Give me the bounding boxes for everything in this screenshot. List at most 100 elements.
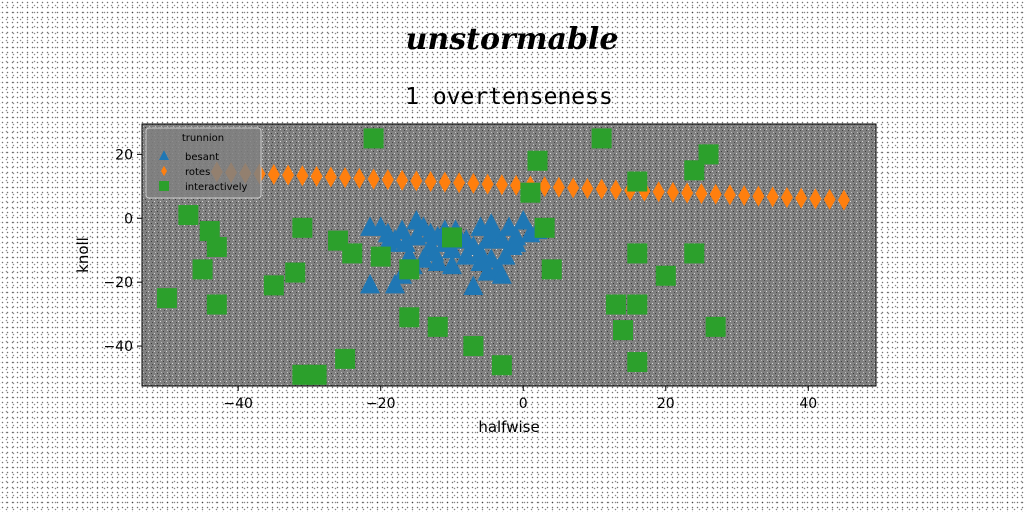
point-interactively [206, 237, 227, 258]
point-interactively [292, 217, 313, 238]
x-tick-label: −40 [223, 396, 253, 412]
point-rotes [766, 186, 779, 208]
x-tick-label: 40 [799, 396, 817, 412]
point-besant [491, 264, 512, 284]
point-besant [441, 254, 462, 275]
point-interactively [342, 243, 363, 264]
point-besant [406, 225, 427, 246]
point-besant [360, 273, 381, 294]
data-marks [156, 128, 850, 385]
point-interactively [527, 150, 548, 171]
point-besant [495, 245, 516, 265]
point-rotes [453, 172, 466, 194]
point-rotes [481, 173, 494, 195]
point-interactively [427, 316, 448, 337]
point-interactively [192, 259, 213, 280]
legend-box [145, 127, 262, 199]
point-rotes [795, 187, 808, 209]
point-interactively [263, 275, 284, 296]
point-interactively [363, 128, 384, 149]
point-rotes [438, 171, 451, 193]
point-rotes [396, 169, 409, 191]
point-rotes [538, 176, 551, 198]
point-rotes [609, 179, 622, 201]
point-rotes [339, 167, 352, 189]
point-rotes [581, 178, 594, 200]
point-interactively [441, 227, 462, 248]
point-rotes [282, 164, 295, 186]
point-rotes [752, 185, 765, 207]
point-interactively [370, 246, 391, 267]
point-interactively [541, 259, 562, 280]
point-interactively [655, 265, 676, 286]
point-rotes [495, 174, 508, 196]
point-interactively [520, 182, 541, 203]
y-axis-label: knoll [74, 237, 92, 273]
point-interactively [306, 364, 327, 385]
point-rotes [723, 184, 736, 206]
point-interactively [698, 144, 719, 165]
point-besant [392, 219, 413, 240]
point-besant [424, 241, 445, 262]
point-interactively [335, 348, 356, 369]
point-rotes [296, 165, 309, 187]
legend-label-besant: besant [185, 152, 219, 163]
point-rotes [467, 172, 480, 194]
point-interactively [591, 128, 612, 149]
y-tick-label: −40 [103, 339, 133, 355]
point-rotes [381, 169, 394, 191]
legend-marker-besant [159, 150, 169, 160]
point-besant [463, 275, 484, 295]
y-tick-label: 0 [124, 211, 133, 227]
point-rotes [681, 182, 694, 204]
point-rotes [695, 183, 708, 205]
point-besant [470, 216, 491, 236]
point-rotes [353, 167, 366, 189]
point-rotes [823, 188, 836, 210]
point-rotes [267, 163, 280, 185]
point-interactively [399, 307, 420, 328]
point-interactively [534, 217, 555, 238]
point-besant [441, 238, 462, 259]
point-rotes [709, 183, 722, 205]
point-interactively [705, 316, 726, 337]
chart-title: 1 overtenseness [405, 84, 613, 110]
point-besant [384, 273, 405, 294]
point-rotes [652, 181, 665, 203]
point-besant [395, 232, 416, 252]
point-rotes [837, 189, 850, 211]
point-besant [506, 232, 527, 252]
point-interactively [156, 288, 177, 309]
legend-title: trunnion [182, 133, 224, 144]
point-rotes [567, 177, 580, 199]
point-besant [513, 209, 534, 230]
point-rotes [666, 181, 679, 203]
legend-label-interactively: interactively [185, 182, 247, 193]
point-interactively [627, 171, 648, 192]
point-interactively [399, 259, 420, 280]
x-axis-label: halfwise [478, 418, 539, 436]
x-tick-label: −20 [366, 396, 396, 412]
point-interactively [627, 294, 648, 315]
legend: trunnion besant rotes interactively [145, 127, 262, 199]
point-rotes [367, 168, 380, 190]
point-rotes [310, 165, 323, 187]
legend-marker-interactively [159, 181, 169, 191]
figure-suptitle: unstormable [405, 22, 619, 57]
point-interactively [206, 294, 227, 315]
point-rotes [780, 186, 793, 208]
point-rotes [595, 178, 608, 200]
point-besant [477, 261, 498, 281]
point-interactively [684, 243, 705, 264]
point-rotes [738, 185, 751, 207]
point-besant [456, 245, 477, 265]
point-interactively [199, 221, 220, 242]
y-axis: −40 −20 0 20 [103, 147, 142, 355]
point-rotes [410, 170, 423, 192]
plot-frame [141, 123, 877, 387]
y-tick-label: 20 [115, 147, 133, 163]
point-rotes [552, 176, 565, 198]
point-rotes [809, 188, 822, 210]
point-rotes [324, 166, 337, 188]
